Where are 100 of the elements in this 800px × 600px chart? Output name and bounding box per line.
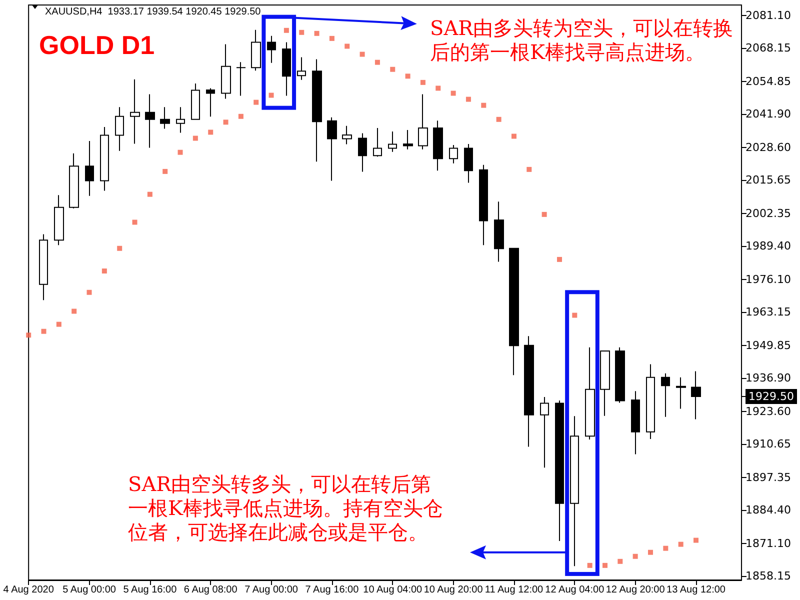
point <box>618 558 623 564</box>
y-tick-label: 1963.15 <box>746 305 792 318</box>
candlestick <box>524 336 534 448</box>
candlestick <box>206 88 215 118</box>
y-tick-label: 1858.15 <box>746 569 792 582</box>
x-tick-label: 6 Aug 08:00 <box>184 584 238 596</box>
x-tick-label: 7 Aug 00:00 <box>244 584 298 596</box>
x-tick-label: 10 Aug 04:00 <box>363 584 423 596</box>
point <box>648 550 653 555</box>
point <box>26 332 32 338</box>
candlestick <box>69 152 79 209</box>
candlestick <box>191 82 200 120</box>
x-tick-label: 4 Aug 2020 <box>3 584 54 596</box>
y-tick-label: 1989.40 <box>746 239 792 252</box>
point <box>162 168 168 174</box>
candlestick <box>312 58 322 162</box>
y-tick-label: 2081.10 <box>746 8 792 22</box>
candlestick <box>251 29 261 72</box>
y-tick-label: 1929.50 <box>748 390 794 403</box>
y-tick-label: 1923.60 <box>746 404 792 418</box>
candlestick <box>54 194 64 246</box>
candlestick <box>691 370 701 420</box>
point <box>405 74 410 79</box>
candlestick <box>160 106 170 130</box>
point <box>390 66 396 72</box>
candlestick <box>297 56 306 80</box>
y-tick-label: 2041.90 <box>746 107 792 120</box>
candlestick <box>676 376 686 410</box>
y-tick-label: 2054.85 <box>746 74 792 88</box>
y-tick-label: 2028.60 <box>746 140 792 154</box>
candlestick <box>433 120 443 172</box>
candlestick <box>145 94 155 148</box>
x-tick-label: 13 Aug 12:00 <box>666 584 726 596</box>
y-tick-label: 2068.15 <box>746 41 792 54</box>
candlestick <box>585 346 595 440</box>
point <box>86 290 92 295</box>
point <box>511 134 516 139</box>
point <box>572 312 578 318</box>
y-tick-label: 1949.85 <box>746 338 792 352</box>
point <box>496 116 502 122</box>
candlestick <box>342 125 352 145</box>
point <box>678 542 684 547</box>
point <box>374 60 380 65</box>
point <box>192 136 198 141</box>
candlestick <box>494 201 504 262</box>
candlestick <box>100 126 109 192</box>
point <box>481 102 486 108</box>
y-tick-label: 1910.65 <box>746 437 792 450</box>
candlestick <box>646 364 655 440</box>
candlestick <box>555 400 564 542</box>
candlestick <box>540 396 549 468</box>
candlestick <box>327 116 337 182</box>
annotation: SAR由空头转多头，可以在转后第一根K棒找寻低点进场。持有空头仓位者，可选择在此减仓或是平仓。 <box>128 472 443 544</box>
candlestick <box>509 248 519 376</box>
x-tick-label: 12 Aug 04:00 <box>545 584 605 596</box>
point <box>360 52 365 57</box>
point <box>299 30 304 35</box>
y-tick-label: 1976.10 <box>746 272 792 286</box>
point <box>268 92 274 98</box>
x-tick-label: 5 Aug 00:00 <box>62 584 116 596</box>
candlestick <box>85 140 94 196</box>
point <box>41 328 46 334</box>
candlestick <box>358 132 367 172</box>
point <box>132 220 138 225</box>
point <box>314 30 320 36</box>
candlestick <box>282 42 291 96</box>
candlestick <box>661 372 670 418</box>
x-tick-label: 11 Aug 12:00 <box>484 584 544 596</box>
point <box>587 562 592 568</box>
point <box>694 538 699 543</box>
point <box>117 246 122 251</box>
x-tick-label: 12 Aug 20:00 <box>606 584 666 596</box>
candlestick <box>115 106 124 152</box>
point <box>542 212 547 217</box>
point <box>450 90 456 96</box>
annotation: SAR由多头转为空头，可以在转换后的第一根K棒找寻高点进场。 <box>430 16 734 64</box>
point <box>632 554 638 559</box>
y-tick-label: 1936.90 <box>746 371 792 384</box>
text: GOLD D1 <box>39 30 155 60</box>
candlestick <box>403 129 413 150</box>
candlestick <box>615 346 625 404</box>
point <box>223 120 228 125</box>
point <box>254 100 259 105</box>
point <box>147 192 152 197</box>
candlestick <box>418 94 428 150</box>
x-tick-label: 7 Aug 16:00 <box>305 584 360 596</box>
y-tick-label: 2015.65 <box>746 173 792 186</box>
candlestick <box>39 234 48 301</box>
candlestick <box>176 106 185 134</box>
point <box>238 114 244 119</box>
candlestick <box>449 144 458 164</box>
point <box>56 322 62 327</box>
x-tick-label: 10 Aug 20:00 <box>424 584 484 596</box>
point <box>556 256 562 262</box>
point <box>436 86 441 91</box>
candlestick <box>600 350 610 416</box>
point <box>329 36 334 41</box>
candlestick <box>479 164 488 246</box>
point <box>663 546 668 551</box>
point <box>420 80 426 85</box>
